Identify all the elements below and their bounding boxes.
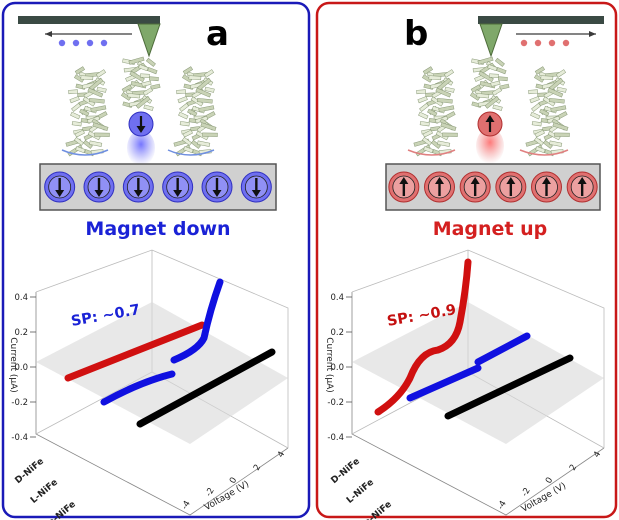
magnet-spin	[162, 171, 194, 203]
spin-arrow-icon	[470, 177, 480, 196]
series-D-NiFe	[374, 258, 472, 416]
spin-arrow-icon	[485, 115, 495, 132]
magnet-spin	[495, 171, 527, 203]
curved-arrows-b	[407, 149, 569, 156]
spin-glow-b	[476, 128, 504, 164]
magnet-caption-a: Magnet down	[85, 218, 230, 240]
spin-arrow-icon	[506, 177, 516, 196]
iv-plot-a: 0.4 0.2 0.0 -0.2 -0.4 Current (μA) D-NiFeL-NiF…	[8, 249, 289, 520]
y-tick-label: -0.2	[327, 398, 344, 408]
magnet-a	[39, 163, 277, 211]
y-tick-label: 0.0	[330, 363, 344, 373]
helicene-column	[65, 66, 110, 157]
y-tick-label: 0.0	[14, 363, 28, 373]
magnet-spin	[424, 171, 455, 203]
x-tick-label: -4	[180, 499, 193, 511]
panel-a: a Magnet down 0.4 0.2 0.0 -0.2 -0.4 Current (…	[1, 1, 311, 520]
afm-cantilever-b	[478, 16, 604, 58]
spin-arrow-icon	[173, 178, 183, 197]
spin-arrow-icon	[577, 177, 587, 196]
spin-glow-a	[127, 130, 155, 166]
y-tick-label: 0.2	[330, 328, 344, 338]
panel-b-border	[315, 1, 618, 519]
sample-label: D-NiFe	[330, 457, 362, 486]
panel-b: b Magnet up 0.4 0.2 0.0 -0.2 -0.4 Current (μA…	[315, 1, 618, 520]
spin-arrow-icon	[55, 178, 65, 197]
curved-arrows-a	[61, 149, 215, 156]
magnet-spin	[122, 171, 154, 203]
x-tick-label: 2	[252, 463, 263, 473]
helicene-column	[120, 56, 161, 111]
x-tick-label: -4	[496, 499, 509, 511]
spin-arrow-icon	[251, 178, 261, 197]
sample-label: L-NiFe	[29, 478, 60, 506]
panel-a-border	[1, 1, 311, 519]
y-tick-label: -0.4	[327, 433, 344, 443]
magnet-spin	[388, 171, 420, 203]
series-a-NiFe	[444, 354, 574, 420]
series-D-NiFe	[64, 321, 206, 382]
spin-arrow-icon	[542, 177, 551, 196]
spin-arrow-icon	[212, 178, 222, 197]
spin-arrow-icon	[94, 178, 104, 197]
magnet-spin	[566, 171, 598, 203]
x-tick-label: 0	[228, 476, 239, 486]
y-axis: 0.4 0.2 0.0 -0.2 -0.4 Current (μA)	[8, 293, 36, 443]
magnet-b	[385, 163, 601, 211]
y-tick-label: -0.4	[11, 433, 28, 443]
sample-label: L-NiFe	[345, 478, 376, 506]
x-tick-label: 4	[276, 450, 287, 460]
spin-arrow-icon	[399, 177, 409, 196]
zero-plane	[36, 302, 288, 444]
afm-cantilever-a	[18, 16, 161, 58]
series-L-NiFe	[406, 332, 531, 402]
magnet-caption-b: Magnet up	[433, 218, 548, 240]
iv-plot-b: 0.4 0.2 0.0 -0.2 -0.4 Current (μA) D-NiFeL-NiF…	[324, 249, 605, 520]
x-tick-label: 0	[544, 476, 555, 486]
magnet-spin	[240, 171, 272, 203]
panel-b-letter: b	[404, 14, 428, 54]
x-tick-label: 4	[592, 450, 603, 460]
y-axis: 0.4 0.2 0.0 -0.2 -0.4 Current (μA)	[324, 293, 352, 443]
spin-arrow-icon	[133, 178, 143, 197]
magnet-spin	[44, 171, 76, 203]
y-tick-label: 0.2	[14, 328, 28, 338]
zero-plane	[352, 302, 604, 444]
y-tick-label: -0.2	[11, 398, 28, 408]
magnet-spin	[201, 171, 233, 203]
y-axis-label: Current (μA)	[324, 337, 334, 393]
x-tick-label: 2	[568, 463, 579, 473]
x-tick-label: -2	[520, 486, 533, 498]
panel-a-letter: a	[206, 14, 229, 54]
spin-arrow-icon	[136, 116, 146, 133]
helicene-column	[469, 56, 510, 111]
chiral-molecule-columns-a	[65, 56, 218, 157]
series-a-NiFe	[136, 348, 276, 428]
spin-arrow-icon	[435, 177, 444, 196]
molecule-spin-arrow-icon	[485, 115, 495, 132]
helicene-column	[413, 66, 458, 157]
sample-label: D-NiFe	[14, 457, 46, 486]
y-tick-label: 0.4	[14, 293, 28, 303]
series-L-NiFe	[100, 278, 224, 406]
y-axis-label: Current (μA)	[8, 337, 18, 393]
molecule-spin-arrow-icon	[136, 116, 146, 133]
magnet-spin	[531, 171, 562, 203]
helicene-column	[525, 66, 570, 157]
y-tick-label: 0.4	[330, 293, 344, 303]
magnet-spin	[459, 171, 491, 203]
chiral-molecule-columns-b	[413, 56, 570, 157]
magnet-spin	[83, 171, 115, 203]
helicene-column	[173, 66, 218, 157]
